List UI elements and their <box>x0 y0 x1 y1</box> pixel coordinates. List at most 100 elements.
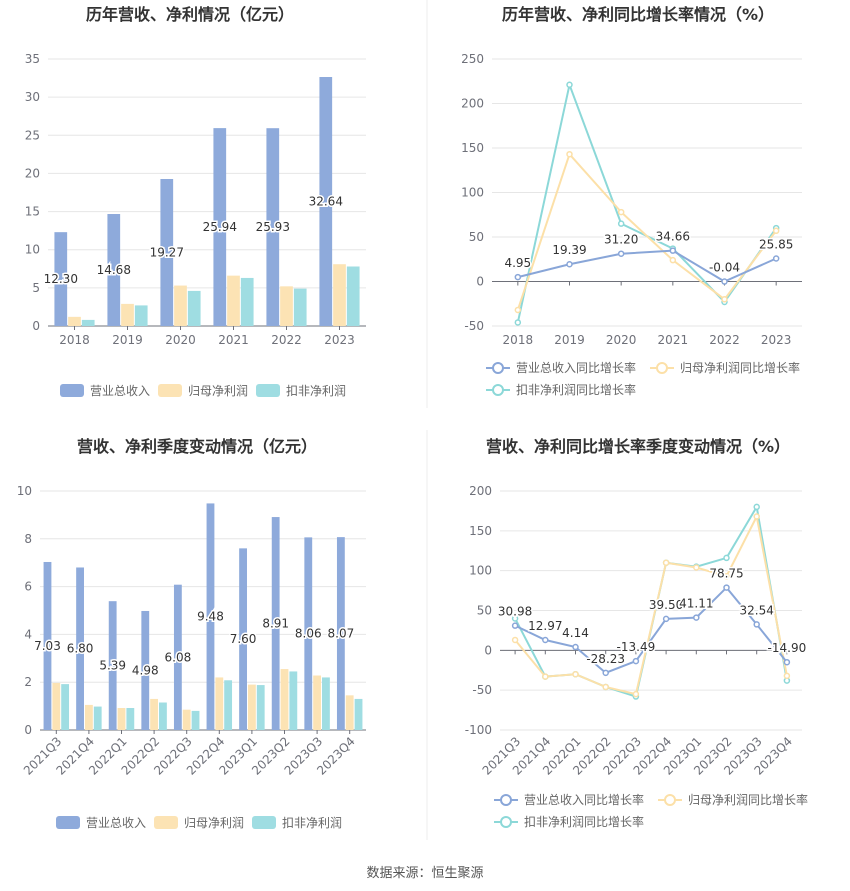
y-tick-label: -100 <box>465 723 492 737</box>
bar-deducted-profit <box>61 684 70 730</box>
chart-title: 营收、净利同比增长率季度变动情况（%） <box>486 437 790 456</box>
bar-revenue <box>141 610 150 730</box>
data-label: 12.30 <box>44 272 78 286</box>
legend-marker <box>492 362 504 374</box>
data-label: 25.93 <box>256 220 290 234</box>
data-label: -13.49 <box>617 640 656 654</box>
y-tick-label: 100 <box>461 186 484 200</box>
bar-net-profit <box>121 303 134 326</box>
data-point <box>753 513 760 520</box>
bar-net-profit <box>247 684 256 730</box>
data-point <box>723 572 730 580</box>
y-tick-label: 20 <box>25 166 40 180</box>
data-label: 30.98 <box>498 605 532 619</box>
source-value: 恒生聚源 <box>431 866 484 881</box>
y-tick-label: 2 <box>24 675 32 689</box>
series-line-2 <box>516 81 777 323</box>
chart-title: 营收、净利季度变动情况（亿元） <box>77 437 317 456</box>
data-label: 4.95 <box>504 256 531 270</box>
y-tick-label: 5 <box>32 281 40 295</box>
bar-revenue <box>319 77 333 327</box>
quarterly-line-chart: 营收、净利同比增长率季度变动情况（%）-100-5005010015020020… <box>465 437 808 829</box>
x-tick-label: 2023 <box>761 333 792 347</box>
bar-revenue <box>271 517 280 730</box>
x-tick-label: 2022 <box>709 333 740 347</box>
quarterly-bar-chart: 营收、净利季度变动情况（亿元）02468102021Q32021Q42022Q1… <box>17 437 366 830</box>
bar-net-profit <box>52 682 61 730</box>
data-label: 6.08 <box>165 650 192 664</box>
bar-revenue <box>206 503 215 730</box>
data-label: 7.03 <box>34 639 61 653</box>
x-tick-label: 2023 <box>324 333 355 347</box>
data-label: 6.80 <box>67 642 94 656</box>
legend-label: 扣非净利润 <box>282 816 342 830</box>
data-point <box>572 643 579 651</box>
y-tick-label: -50 <box>472 683 492 697</box>
y-tick-label: 30 <box>25 90 40 104</box>
data-point <box>723 554 730 562</box>
y-tick-label: -50 <box>464 319 484 333</box>
data-point <box>511 622 519 629</box>
bar-net-profit <box>227 275 240 326</box>
bar-deducted-profit <box>224 680 233 730</box>
y-tick-label: 6 <box>24 580 32 594</box>
bar-revenue <box>54 232 68 326</box>
bar-net-profit <box>182 709 191 730</box>
data-label: 14.68 <box>97 263 131 277</box>
y-tick-label: 10 <box>25 243 40 257</box>
legend-label: 营业总收入 <box>86 816 146 830</box>
bar-net-profit <box>117 708 126 730</box>
legend-swatch <box>60 384 84 397</box>
data-label: 25.85 <box>759 237 793 251</box>
legend-label: 扣非净利润同比增长率 <box>524 814 644 829</box>
data-point <box>566 260 573 268</box>
bar-deducted-profit <box>126 708 135 730</box>
y-tick-label: 200 <box>461 97 484 111</box>
legend-swatch <box>158 384 182 397</box>
data-point <box>617 220 625 227</box>
x-tick-label: 2020 <box>606 333 637 347</box>
legend-swatch <box>154 816 178 829</box>
data-point <box>693 614 700 621</box>
y-tick-label: 0 <box>24 723 32 737</box>
bar-deducted-profit <box>256 685 265 730</box>
data-label: 4.14 <box>562 626 589 640</box>
bar-deducted-profit <box>354 698 363 730</box>
bar-revenue <box>76 567 84 730</box>
data-label: -28.23 <box>586 652 625 666</box>
bar-revenue <box>107 214 121 326</box>
bar-net-profit <box>345 695 354 730</box>
bar-deducted-profit <box>289 671 298 730</box>
data-label: 8.06 <box>295 627 322 641</box>
bar-revenue <box>266 128 280 326</box>
data-point <box>753 503 760 511</box>
legend-label: 营业总收入同比增长率 <box>516 360 636 375</box>
y-tick-label: 15 <box>25 205 40 219</box>
x-tick-label: 2018 <box>503 333 534 347</box>
data-point <box>632 690 640 698</box>
data-label: 8.91 <box>262 617 289 631</box>
legend-marker <box>500 816 512 828</box>
data-point <box>602 669 609 677</box>
y-tick-label: 150 <box>469 524 492 538</box>
data-source-footer: 数据来源：恒生聚源 <box>0 862 850 881</box>
data-point <box>514 319 522 326</box>
data-point <box>772 255 780 262</box>
data-point <box>783 672 791 680</box>
legend-label: 归母净利润 <box>184 816 244 830</box>
series-line-0 <box>514 586 788 674</box>
y-tick-label: 0 <box>484 643 492 657</box>
bar-net-profit <box>68 316 81 326</box>
data-label: 5.39 <box>99 659 126 673</box>
data-point <box>566 81 573 89</box>
series-line-0 <box>517 249 777 283</box>
source-label: 数据来源： <box>366 866 432 881</box>
bar-revenue <box>160 178 174 326</box>
y-tick-label: 50 <box>469 230 484 244</box>
y-tick-label: 4 <box>24 627 32 641</box>
bar-net-profit <box>174 285 187 326</box>
data-point <box>542 673 549 680</box>
legend-swatch <box>256 384 280 397</box>
data-label: 25.94 <box>203 220 237 234</box>
